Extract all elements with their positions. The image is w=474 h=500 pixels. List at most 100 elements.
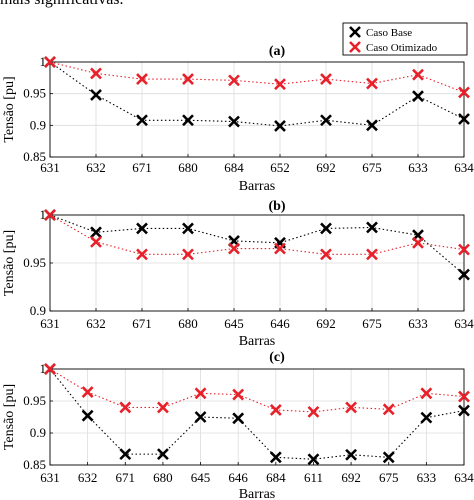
x-tick-label: 680 — [178, 316, 198, 331]
data-point-optimized — [458, 86, 470, 99]
legend-label-optimized: Caso Otimizado — [366, 42, 438, 54]
x-tick-label: 634 — [454, 470, 474, 485]
data-point-optimized — [412, 68, 424, 81]
series-line-base — [49, 61, 465, 127]
data-point-optimized — [458, 390, 470, 403]
plot-frame — [49, 368, 465, 466]
data-point-optimized — [366, 248, 378, 261]
data-point-optimized — [182, 248, 194, 261]
y-tick-label: 1 — [40, 54, 47, 69]
legend-box — [342, 22, 468, 56]
data-point-base — [320, 222, 332, 235]
legend-marker-optimized — [349, 41, 361, 53]
data-point-optimized — [44, 363, 56, 375]
data-point-base — [458, 404, 470, 417]
x-tick-label: 692 — [316, 316, 336, 331]
data-point-base — [420, 411, 433, 424]
y-tick-label: 0.85 — [23, 149, 46, 164]
data-point-optimized — [136, 248, 148, 261]
data-point-base — [90, 89, 102, 101]
data-point-optimized — [194, 387, 207, 400]
y-tick-label: 0.85 — [23, 457, 46, 472]
data-point-base — [458, 113, 470, 125]
y-tick-label: 0.9 — [30, 303, 46, 318]
x-tick-label: 671 — [132, 160, 152, 175]
x-tick-label: 633 — [408, 316, 428, 331]
chart-title: (c) — [269, 350, 285, 365]
y-tick-label: 0.95 — [23, 86, 46, 101]
data-point-optimized — [345, 401, 358, 414]
x-tick-label: 675 — [362, 316, 382, 331]
data-point-base — [136, 222, 148, 235]
data-point-base — [136, 114, 148, 127]
data-point-optimized — [274, 78, 286, 91]
data-point-base — [458, 268, 470, 281]
data-point-optimized — [90, 67, 102, 80]
data-point-base — [320, 114, 332, 127]
header-text: mais significativas. — [0, 0, 124, 9]
data-point-base — [156, 448, 169, 461]
data-point-optimized — [232, 388, 245, 401]
chart-title: (a) — [269, 44, 286, 59]
y-tick-label: 0.95 — [23, 393, 46, 408]
series-line-base — [49, 214, 465, 275]
x-tick-label: 675 — [379, 470, 399, 485]
data-point-optimized — [136, 73, 148, 86]
x-axis-label: Barras — [239, 179, 276, 194]
legend: Caso Base Caso Otimizado — [342, 22, 468, 56]
x-tick-label: 646 — [228, 470, 248, 485]
data-point-optimized — [320, 73, 332, 86]
data-point-base — [366, 119, 378, 132]
chart-panel-c: 631 632 671 680 645 646 684 611 692 675 633 634 0.85… — [2, 350, 474, 500]
data-point-optimized — [269, 404, 282, 416]
y-tick-label: 1 — [40, 207, 47, 222]
x-tick-label: 645 — [191, 470, 211, 485]
x-tick-label: 675 — [362, 160, 382, 175]
x-tick-label: 634 — [454, 160, 474, 175]
data-point-optimized — [366, 77, 378, 90]
chart-panel-b: 631 632 671 680 645 646 692 675 633 634 0.9 0.95 1 (b… — [2, 199, 474, 349]
legend-label-base: Caso Base — [366, 27, 412, 39]
x-tick-label: 632 — [86, 160, 106, 175]
x-axis-label: Barras — [239, 487, 276, 500]
x-tick-label: 632 — [78, 470, 98, 485]
data-point-base — [345, 448, 358, 461]
x-tick-label: 684 — [266, 470, 286, 485]
x-tick-label: 611 — [304, 470, 323, 485]
data-point-base — [382, 451, 395, 464]
x-tick-label: 652 — [270, 160, 290, 175]
data-point-base — [366, 221, 378, 234]
x-axis-label: Barras — [239, 334, 276, 349]
data-point-optimized — [382, 403, 395, 416]
series-line-optimized — [49, 214, 465, 255]
data-point-optimized — [44, 56, 56, 68]
data-point-optimized — [274, 242, 286, 255]
data-point-optimized — [90, 235, 102, 248]
x-tick-label: 684 — [224, 160, 244, 175]
data-point-optimized — [320, 248, 332, 261]
data-point-optimized — [420, 387, 433, 400]
y-tick-label: 0.9 — [30, 117, 46, 132]
data-point-base — [194, 411, 207, 423]
x-tick-label: 692 — [341, 470, 361, 485]
x-tick-label: 671 — [116, 470, 136, 485]
x-tick-label: 680 — [178, 160, 198, 175]
data-point-optimized — [307, 405, 320, 418]
data-point-base — [90, 226, 102, 239]
data-point-optimized — [44, 209, 56, 221]
x-tick-label: 632 — [86, 316, 106, 331]
series-line-optimized — [49, 61, 465, 93]
x-tick-label: 633 — [417, 470, 437, 485]
x-tick-label: 634 — [454, 316, 474, 331]
x-tick-label: 631 — [40, 316, 60, 331]
data-point-optimized — [458, 243, 470, 256]
data-point-base — [412, 90, 424, 103]
data-point-base — [232, 412, 245, 425]
data-point-optimized — [156, 401, 169, 414]
x-tick-label: 633 — [408, 160, 428, 175]
legend-marker-base — [349, 26, 361, 38]
plot-frame — [49, 61, 465, 158]
data-point-base — [182, 222, 194, 235]
x-tick-label: 645 — [224, 316, 244, 331]
